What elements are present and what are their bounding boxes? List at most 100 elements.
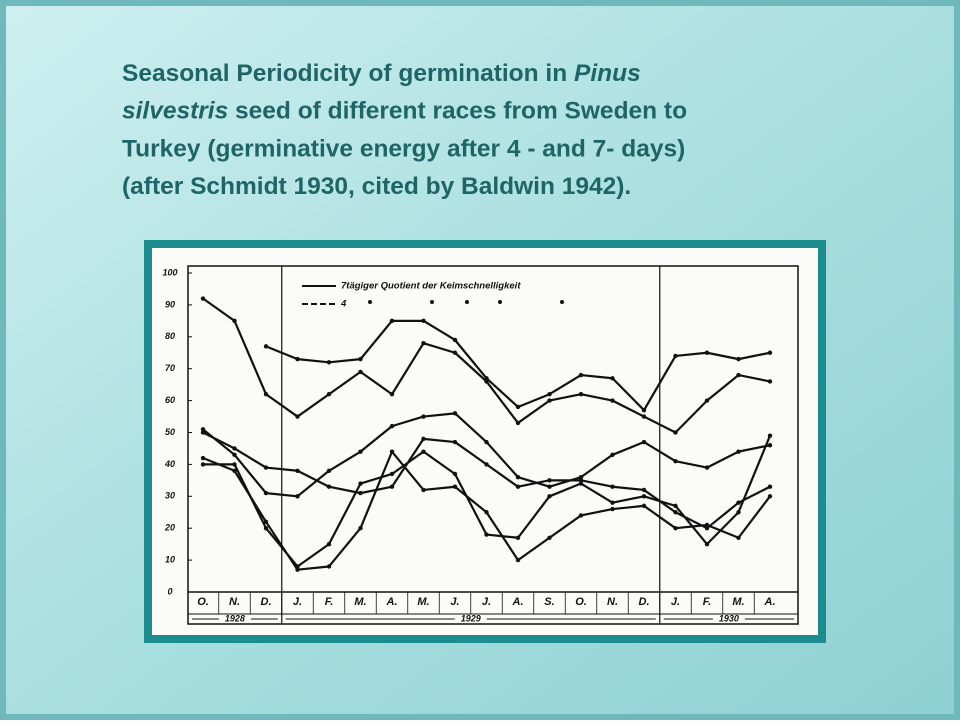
series-point	[673, 459, 678, 464]
series-point	[295, 356, 300, 362]
series-point	[389, 423, 395, 429]
series-point	[515, 474, 521, 480]
plot-border	[187, 265, 799, 625]
series-point	[326, 392, 332, 397]
x-tick-label: A.	[386, 596, 398, 608]
series-point	[358, 490, 363, 496]
series-point	[263, 465, 269, 470]
series-point	[515, 420, 521, 426]
series-point	[484, 532, 489, 537]
series-point	[295, 468, 300, 473]
series-point	[736, 535, 741, 540]
x-tick-label: J.	[482, 596, 491, 608]
year-label: 1928	[225, 613, 245, 623]
series-point	[610, 506, 615, 512]
y-tick-label: 90	[165, 299, 175, 309]
title-line: silvestris seed of different races from …	[122, 98, 687, 125]
series-point	[452, 471, 458, 477]
ditto-mark	[368, 300, 372, 304]
title-line: Seasonal Periodicity of germination in P…	[122, 60, 641, 87]
series-point	[358, 526, 363, 531]
series-point	[610, 500, 615, 505]
series-point	[578, 372, 584, 378]
series-point	[452, 337, 458, 343]
series-point	[767, 350, 773, 355]
chart: 0 10 20 30 40 50 60 70 80 90 100 O. N. D. J. F. M. A. M. J.…	[162, 265, 799, 625]
series-point	[641, 503, 647, 509]
series-point	[452, 484, 458, 489]
x-tick-label: J.	[671, 596, 680, 608]
series-point	[421, 340, 426, 346]
series-point	[767, 443, 773, 448]
series-point	[547, 478, 552, 483]
series-point	[767, 379, 773, 384]
legend-label: 7tägiger Quotient der Keimschnelligkeit	[341, 281, 521, 292]
title-text: Pinus	[574, 60, 641, 87]
series-point	[736, 449, 741, 454]
series-point	[484, 462, 489, 467]
series-point	[452, 350, 458, 355]
series-point	[610, 398, 615, 403]
x-tick-label: F.	[325, 596, 334, 608]
series-point	[610, 452, 615, 458]
series-point	[421, 414, 426, 419]
series-point	[578, 513, 584, 518]
series-point	[547, 484, 552, 489]
series-point	[641, 494, 647, 499]
x-tick-label: J.	[293, 596, 302, 608]
x-tick-label: D.	[639, 596, 650, 608]
title-text: Turkey (germinative energy after 4 - and…	[122, 136, 685, 163]
y-tick-label: 50	[165, 427, 175, 437]
x-tick-label: O.	[575, 596, 587, 608]
series-point	[736, 372, 741, 378]
series-point	[484, 376, 489, 381]
series-point	[200, 296, 206, 301]
series-point	[421, 436, 426, 442]
series-point	[232, 446, 237, 451]
y-tick-label: 40	[164, 459, 175, 469]
series-point	[767, 494, 773, 499]
x-tick-label: M.	[354, 596, 366, 608]
series-point	[673, 430, 678, 435]
series-point	[232, 468, 237, 473]
x-tick-label: A.	[512, 596, 524, 608]
year-label: 1929	[461, 613, 481, 623]
series-point	[736, 510, 741, 515]
title-text: Seasonal Periodicity of germination in	[122, 60, 574, 87]
series-point	[389, 318, 395, 324]
series-point	[578, 478, 584, 483]
series-point	[452, 411, 458, 416]
title: Seasonal Periodicity of germination in P…	[122, 60, 687, 200]
series-point	[547, 392, 552, 397]
series-point	[389, 484, 395, 489]
series-point	[610, 376, 615, 381]
year-label: 1930	[719, 613, 739, 623]
series-point	[232, 452, 237, 458]
y-tick-label: 30	[165, 491, 175, 501]
series-point	[452, 439, 458, 445]
x-tick-label: O.	[197, 596, 209, 608]
series-point	[578, 481, 584, 486]
series-point	[232, 462, 237, 467]
series-point	[673, 503, 678, 509]
series-point	[578, 392, 584, 397]
series-point	[704, 522, 710, 528]
series-point	[641, 407, 647, 413]
ditto-mark	[465, 300, 469, 304]
series-point	[421, 449, 426, 454]
series-point	[767, 484, 773, 489]
series-point	[704, 350, 710, 355]
x-tick-label: N.	[607, 596, 618, 608]
series-point	[295, 564, 300, 569]
series-point	[704, 465, 710, 470]
series-point	[263, 490, 269, 496]
series-point	[200, 462, 206, 467]
series-point	[736, 356, 741, 362]
series-point	[515, 484, 521, 489]
series-point	[704, 541, 710, 547]
title-text: seed of different races from Sweden to	[228, 98, 687, 125]
series-point	[547, 494, 552, 499]
x-tick-label: N.	[229, 596, 240, 608]
series-point	[673, 510, 678, 515]
